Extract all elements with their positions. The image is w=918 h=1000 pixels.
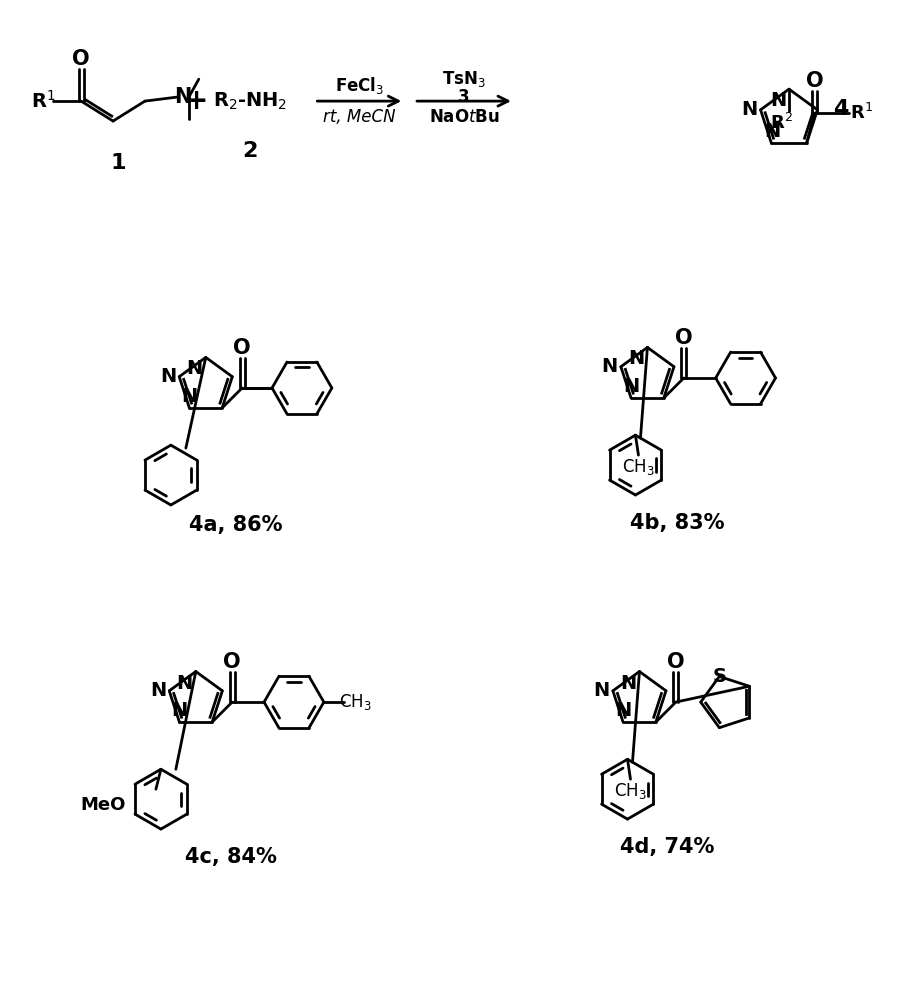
Text: O: O bbox=[223, 652, 241, 672]
Text: N: N bbox=[174, 87, 192, 107]
Text: CH$_3$: CH$_3$ bbox=[614, 781, 647, 801]
Text: 4c, 84%: 4c, 84% bbox=[185, 847, 276, 867]
Text: +: + bbox=[185, 87, 208, 115]
Text: N: N bbox=[615, 701, 632, 720]
Text: CH$_3$: CH$_3$ bbox=[340, 692, 372, 712]
Text: R$_2$-NH$_2$: R$_2$-NH$_2$ bbox=[213, 90, 286, 112]
Text: N: N bbox=[621, 674, 636, 693]
Text: N: N bbox=[150, 681, 166, 700]
Text: N: N bbox=[623, 377, 639, 396]
Text: N: N bbox=[770, 91, 786, 110]
Text: N: N bbox=[601, 357, 618, 376]
Text: N: N bbox=[594, 681, 610, 700]
Text: R$^1$: R$^1$ bbox=[850, 103, 873, 123]
Text: 3: 3 bbox=[458, 88, 470, 106]
Text: FeCl$_3$: FeCl$_3$ bbox=[335, 75, 384, 96]
Text: O: O bbox=[675, 328, 692, 348]
Text: S: S bbox=[712, 667, 726, 686]
Text: N: N bbox=[160, 367, 176, 386]
Text: O: O bbox=[667, 652, 685, 672]
Text: O: O bbox=[233, 338, 251, 358]
Text: 1: 1 bbox=[110, 153, 126, 173]
Text: O: O bbox=[806, 71, 823, 91]
Text: N: N bbox=[742, 100, 757, 119]
Text: CH$_3$: CH$_3$ bbox=[622, 457, 655, 477]
Text: 4d, 74%: 4d, 74% bbox=[621, 837, 714, 857]
Text: R$^2$: R$^2$ bbox=[769, 113, 792, 133]
Text: N: N bbox=[176, 674, 193, 693]
Text: R$^1$: R$^1$ bbox=[31, 90, 56, 112]
Text: N: N bbox=[186, 359, 203, 378]
Text: N: N bbox=[765, 122, 780, 141]
Text: rt, MeCN: rt, MeCN bbox=[323, 108, 396, 126]
Text: 4b, 83%: 4b, 83% bbox=[630, 513, 724, 533]
Text: N: N bbox=[628, 349, 644, 368]
Text: N: N bbox=[172, 701, 187, 720]
Text: 2: 2 bbox=[242, 141, 257, 161]
Text: 4a, 86%: 4a, 86% bbox=[189, 515, 283, 535]
Text: N: N bbox=[181, 387, 197, 406]
Text: MeO: MeO bbox=[81, 796, 126, 814]
Text: 4: 4 bbox=[834, 99, 848, 119]
Text: NaO$t$Bu: NaO$t$Bu bbox=[429, 108, 499, 126]
Text: TsN$_3$: TsN$_3$ bbox=[442, 69, 486, 89]
Text: O: O bbox=[73, 49, 90, 69]
